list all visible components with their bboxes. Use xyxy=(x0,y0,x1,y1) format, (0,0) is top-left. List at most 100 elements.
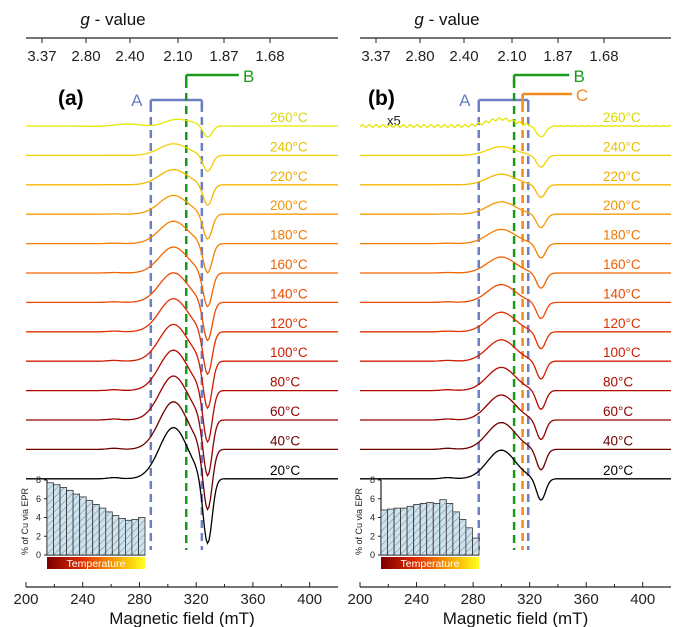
inset-bar xyxy=(79,496,87,556)
inset-bar xyxy=(46,482,54,556)
temperature-label: 220°C xyxy=(270,169,308,184)
g-tick-label: 1.87 xyxy=(209,48,238,65)
x-tick-label: 200 xyxy=(347,591,372,608)
x-axis-label: Magnetic field (mT) xyxy=(109,609,254,627)
spectrum-trace xyxy=(26,323,338,410)
temperature-label: 40°C xyxy=(270,433,300,448)
x-tick-label: 360 xyxy=(574,591,599,608)
temperature-label: 60°C xyxy=(603,404,633,419)
panel-b: g - value (b) 3.37 2.80 2.40 2.10 1.87 1.6820… xyxy=(347,10,672,627)
x-tick-label: 400 xyxy=(297,591,322,608)
spectrum-trace xyxy=(26,401,338,512)
temperature-label: 240°C xyxy=(603,139,641,154)
spectrum-trace xyxy=(360,366,671,411)
inset-bar xyxy=(406,505,415,556)
inset-y-tick-label: 6 xyxy=(370,494,375,504)
temperature-label: 180°C xyxy=(270,228,308,243)
inset-bar xyxy=(98,507,107,556)
inset-bar xyxy=(72,493,80,556)
g-tick-label: 2.80 xyxy=(405,48,434,65)
x-tick-label: 240 xyxy=(404,591,429,608)
g-tick-label: 3.37 xyxy=(361,48,390,65)
spectrum-trace xyxy=(26,118,338,138)
temperature-label: 120°C xyxy=(603,316,641,331)
spectrum-trace xyxy=(359,117,672,138)
inset-bar xyxy=(419,502,428,556)
temperature-label: 20°C xyxy=(270,463,300,478)
temperature-label: 140°C xyxy=(603,286,641,301)
inset-bar xyxy=(138,517,146,556)
inset-bar xyxy=(85,500,94,556)
spectrum-trace xyxy=(360,311,671,350)
g-tick-label: 1.68 xyxy=(255,48,284,65)
temperature-label: 200°C xyxy=(603,198,641,213)
inset-bar xyxy=(452,511,460,556)
inset-bar xyxy=(125,519,133,556)
x-tick-label: 360 xyxy=(240,591,265,608)
temperature-label: 60°C xyxy=(270,404,300,419)
spectrum-trace xyxy=(360,449,671,501)
inset-bar xyxy=(118,518,126,556)
x-tick-label: 400 xyxy=(630,591,655,608)
inset-y-tick-label: 4 xyxy=(36,513,41,523)
temperature-label: 100°C xyxy=(270,345,308,360)
temperature-label: 40°C xyxy=(603,433,633,448)
temperature-label: 80°C xyxy=(270,375,300,390)
temperature-label: 260°C xyxy=(270,110,308,125)
inset-bar xyxy=(439,499,447,556)
inset-bar xyxy=(472,537,480,556)
inset-bar xyxy=(387,508,395,556)
inset-y-tick-label: 4 xyxy=(370,513,375,523)
inset-bar xyxy=(400,507,408,556)
spectrum-trace xyxy=(26,246,338,308)
marker-label-b: B xyxy=(243,67,254,86)
inset-bar xyxy=(445,502,454,556)
g-value-title-a: g - value xyxy=(80,10,145,29)
inset-y-tick-label: 8 xyxy=(370,475,375,485)
g-tick-label: 2.40 xyxy=(115,48,144,65)
inset-bar xyxy=(53,484,61,556)
temperature-label: 180°C xyxy=(603,228,641,243)
marker-label-b: B xyxy=(574,67,585,86)
spectrum-trace xyxy=(360,173,671,199)
temperature-label: 100°C xyxy=(603,345,641,360)
g-tick-label: 1.87 xyxy=(543,48,572,65)
temperature-label: 260°C xyxy=(603,110,641,125)
spectrum-trace xyxy=(26,168,338,206)
inset-y-tick-label: 8 xyxy=(36,475,41,485)
x-tick-label: 200 xyxy=(13,591,38,608)
temperature-label: 80°C xyxy=(603,375,633,390)
inset-bar xyxy=(426,502,434,556)
inset-y-label: % of Cu via EPR xyxy=(354,487,364,555)
spectrum-trace xyxy=(26,220,338,274)
g-tick-label: 2.80 xyxy=(71,48,100,65)
x-tick-label: 280 xyxy=(461,591,486,608)
inset-bar xyxy=(59,487,67,556)
marker-label-a: A xyxy=(131,91,143,110)
x-axis-label: Magnetic field (mT) xyxy=(443,609,588,627)
spectrum-trace xyxy=(360,394,671,441)
inset-bar xyxy=(131,519,139,556)
inset-y-tick-label: 2 xyxy=(36,531,41,541)
spectrum-trace xyxy=(360,256,671,289)
spectrum-trace xyxy=(360,283,671,320)
temperature-gradient-bar xyxy=(381,557,479,569)
temperature-label: 220°C xyxy=(603,169,641,184)
spectrum-trace xyxy=(360,421,671,471)
g-tick-label: 2.10 xyxy=(163,48,192,65)
spectrum-trace xyxy=(360,145,671,168)
inset-bar xyxy=(458,519,467,556)
inset-bar xyxy=(66,489,74,556)
temperature-gradient-bar xyxy=(47,557,145,569)
temperature-label: 160°C xyxy=(603,257,641,272)
inset-bar xyxy=(111,515,120,556)
spectrum-trace xyxy=(26,194,338,240)
g-tick-label: 2.40 xyxy=(449,48,478,65)
panel-label-b: (b) xyxy=(368,87,395,110)
inset-bar xyxy=(432,502,441,556)
spectrum-trace xyxy=(26,349,338,444)
spectrum-trace xyxy=(26,143,338,173)
inset-bar xyxy=(380,509,388,556)
x-tick-label: 320 xyxy=(517,591,542,608)
spectrum-trace xyxy=(26,375,338,478)
